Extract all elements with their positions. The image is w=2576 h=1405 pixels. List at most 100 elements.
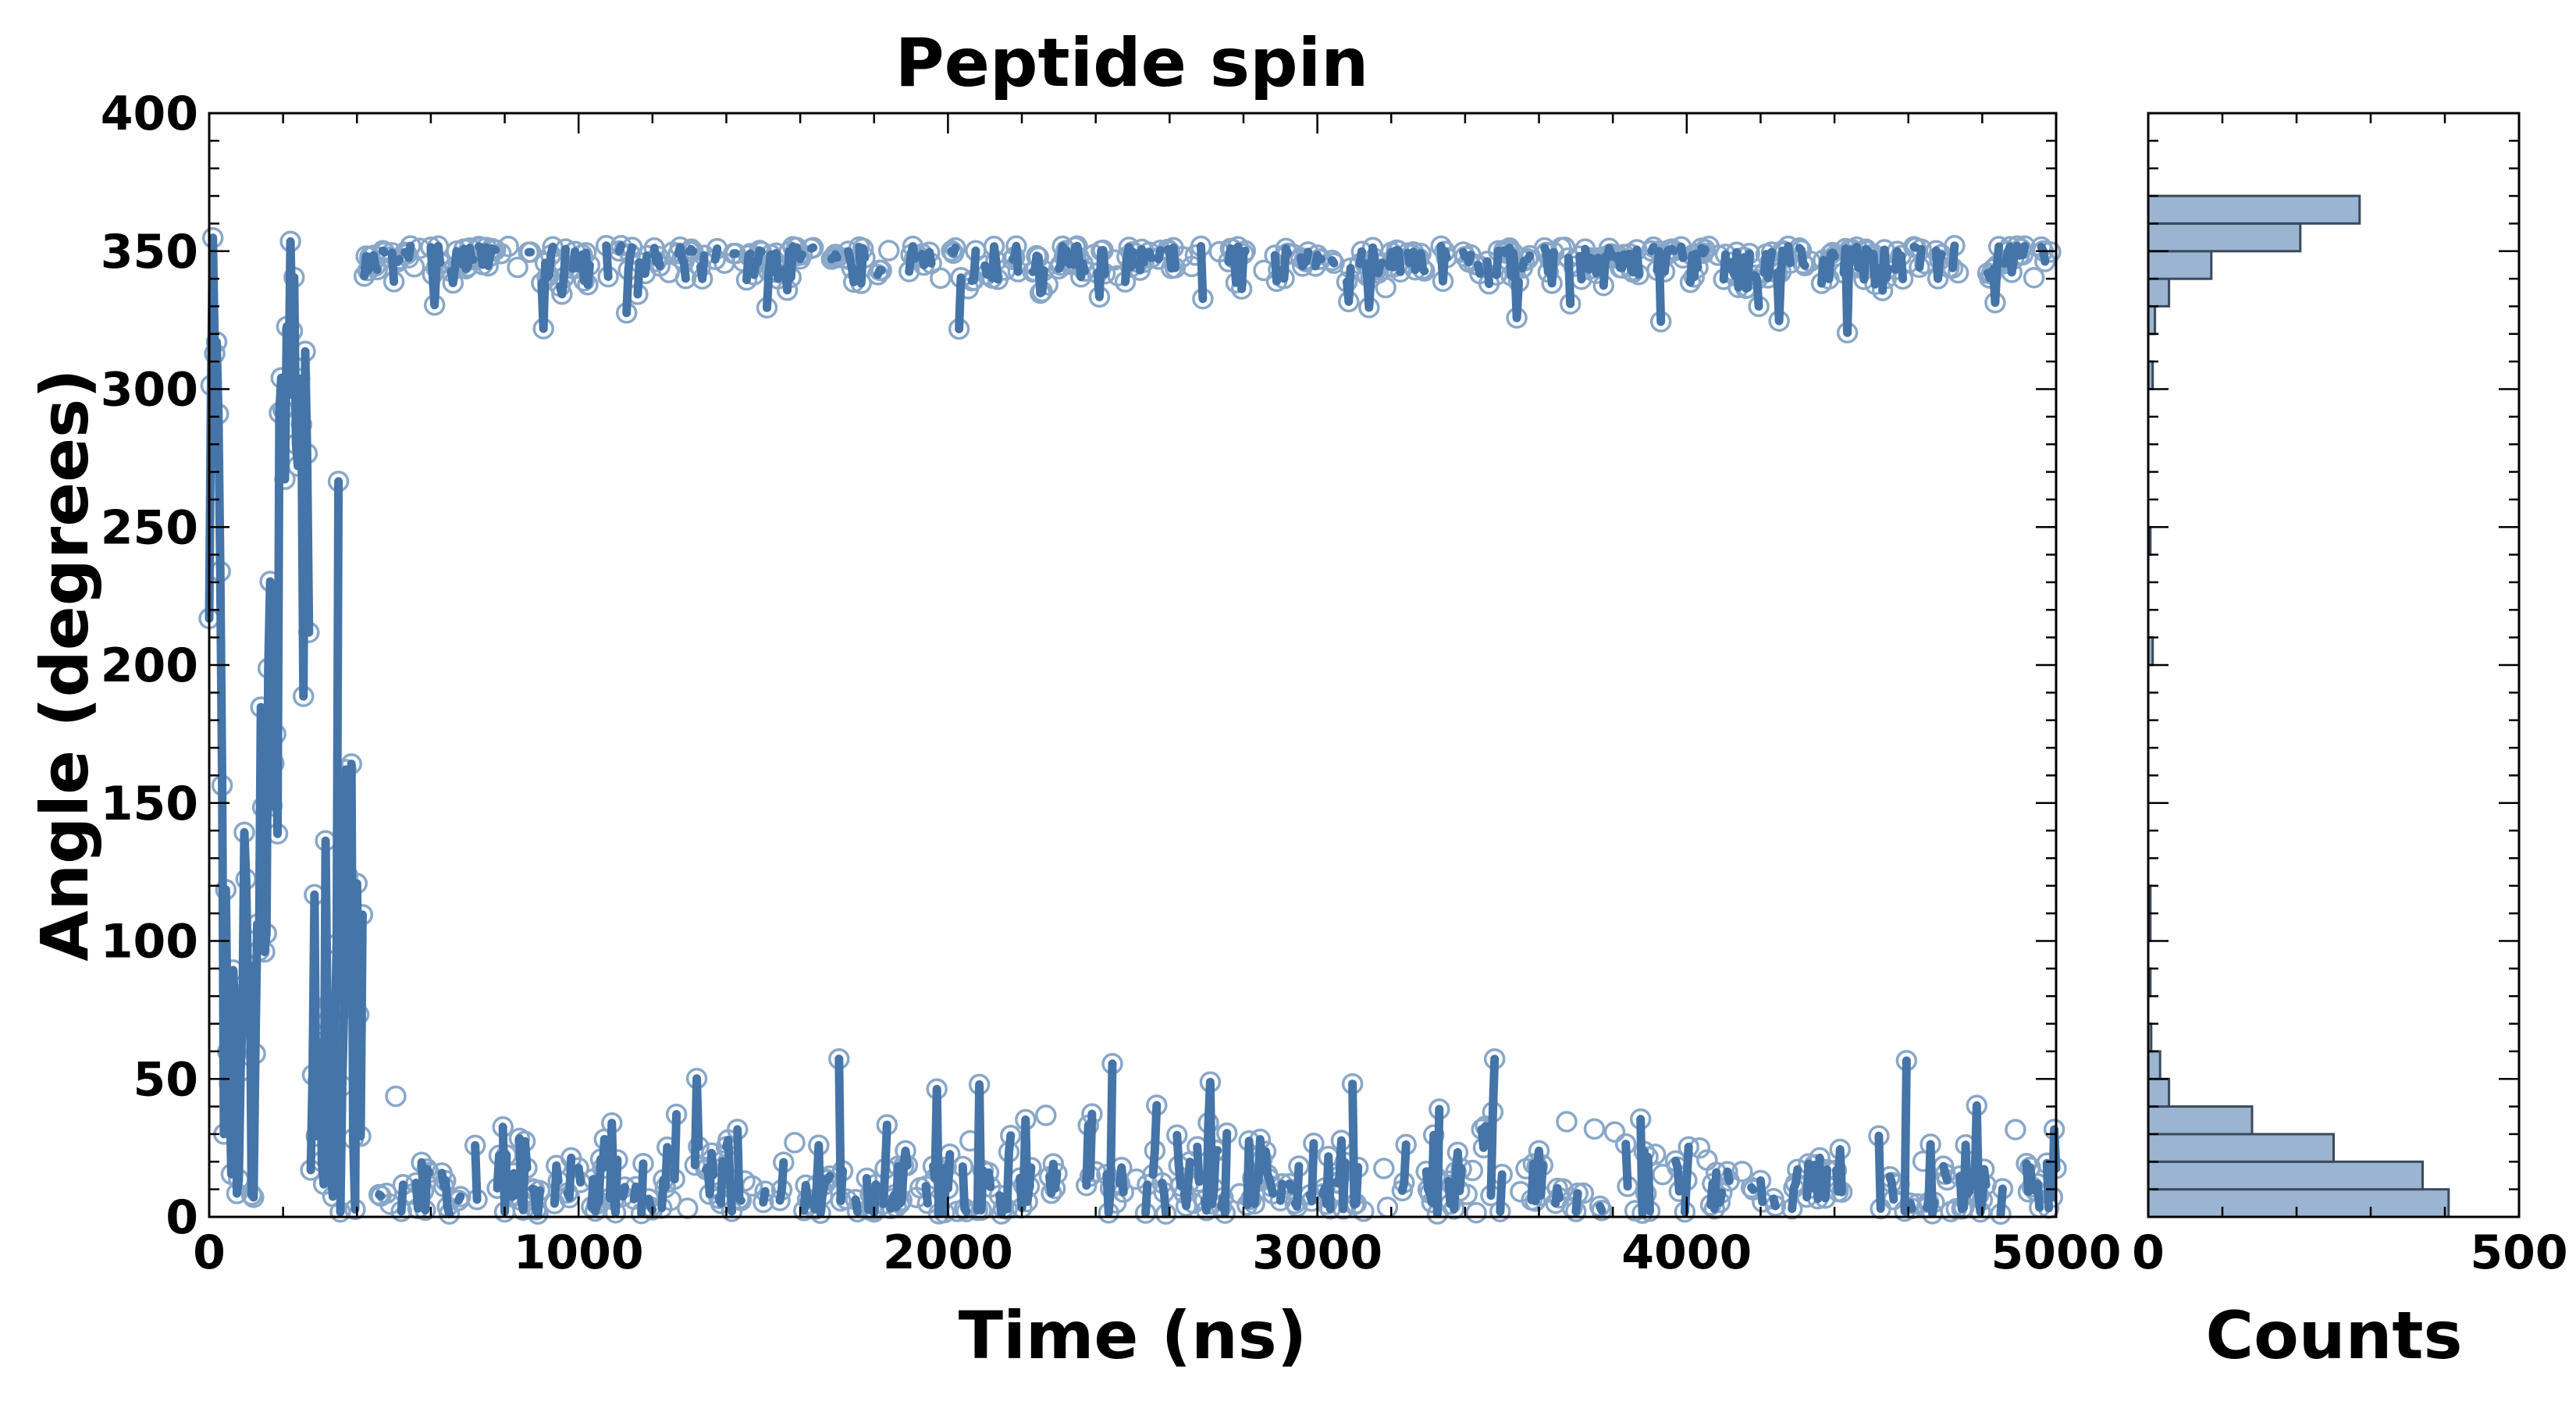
data-point-marker [1353, 1200, 1375, 1222]
angle-trace-segment [844, 247, 859, 286]
hist-x-tick-label: 0 [2132, 1225, 2165, 1280]
angle-trace-segment [1900, 1056, 1911, 1216]
angle-trace-segment [378, 246, 390, 257]
angle-trace-segment [387, 248, 399, 286]
angle-trace-segment [537, 242, 557, 333]
angle-trace-segment [967, 246, 980, 286]
angle-trace-segment [722, 1136, 737, 1216]
data-point-marker [385, 1085, 407, 1108]
angle-trace-segment [775, 1158, 788, 1205]
histogram-bars [2147, 194, 2450, 1218]
angle-trace-segment [360, 251, 382, 281]
data-point-marker [2023, 266, 2045, 289]
x-tick-label: 0 [193, 1225, 226, 1280]
histogram-panel: 0 500 Counts [2132, 112, 2568, 1374]
angle-trace-segment [929, 1084, 944, 1218]
angle-trace-segment [515, 1134, 532, 1215]
angle-trace-segment [1564, 254, 1575, 308]
angle-trace-segment [1759, 247, 1777, 283]
angle-trace-segment [605, 1119, 622, 1218]
angle-trace-segment [855, 243, 870, 288]
y-tick-label: 0 [165, 1190, 198, 1245]
angle-trace-segment [1612, 250, 1628, 272]
angle-trace-segment [618, 1183, 629, 1201]
angle-trace-segment [1093, 246, 1109, 301]
data-point-marker [677, 1197, 699, 1219]
angle-trace-segment [1571, 1189, 1582, 1216]
angle-trace-segment [1305, 1139, 1318, 1206]
angle-trace-segment [1016, 1115, 1036, 1212]
angle-trace-segment [1243, 1135, 1267, 1210]
angle-trace-segment [710, 244, 722, 264]
angle-trace-segment [1788, 1165, 1802, 1214]
angle-trace-segment [1697, 244, 1710, 258]
angle-trace-segment [1523, 251, 1535, 264]
angle-trace-segment [1636, 1115, 1654, 1218]
angle-trace-segment [1318, 1152, 1335, 1214]
angle-trace-segment [375, 1190, 386, 1200]
y-tick-label: 250 [101, 500, 198, 555]
angle-trace-segment [637, 1159, 648, 1218]
angle-trace-segment [1750, 271, 1763, 311]
angle-trace-segment [1706, 1168, 1721, 1214]
angle-trace-segment [1276, 1179, 1287, 1205]
angle-trace-segment [973, 1080, 987, 1215]
data-point-marker [877, 240, 900, 261]
x-tick-label: 5000 [1991, 1225, 2122, 1280]
data-point-marker [1947, 261, 1969, 284]
angle-trace-segment [498, 1122, 511, 1217]
histogram-bar [2147, 277, 2171, 308]
angle-trace-segment [2031, 1179, 2044, 1212]
angle-trace-segment [1197, 242, 1208, 304]
histogram-bar [2147, 222, 2302, 253]
angle-trace-segment [1459, 247, 1470, 261]
chart-title: Peptide spin [895, 24, 1369, 102]
y-tick-label: 100 [101, 915, 198, 969]
angle-trace-segment [1575, 251, 1586, 284]
angle-trace-segment [550, 1161, 563, 1208]
y-tick-label: 350 [101, 225, 198, 279]
data-point-marker [1603, 1121, 1626, 1143]
angle-trace-segment [471, 1140, 482, 1204]
histogram-frame [2147, 112, 2521, 1218]
histogram-bar [2147, 1160, 2424, 1191]
angle-trace-segment [995, 1191, 1008, 1218]
angle-trace-segment [1795, 244, 1809, 270]
angle-trace-segment [1328, 256, 1339, 268]
angle-trace-segment [1839, 243, 1881, 337]
angle-trace-segment [1769, 1194, 1780, 1211]
angle-trace-segment [714, 1157, 728, 1208]
angle-trace-segment [602, 241, 613, 281]
angle-trace-segment [1444, 1147, 1466, 1214]
angle-trace-segment [851, 1195, 862, 1216]
angle-trace-segment [1817, 255, 1828, 288]
y-tick-label: 200 [101, 638, 198, 693]
angle-trace-segment [1831, 1145, 1846, 1197]
histogram-x-axis-label: Counts [2205, 1297, 2462, 1374]
angle-trace-segment [437, 1168, 454, 1218]
angle-trace-segment [1922, 1140, 1939, 1218]
data-point-marker [507, 256, 528, 279]
data-point-marker [1556, 1111, 1578, 1133]
angle-trace-segment [1802, 1159, 1813, 1202]
angle-trace-segment [886, 1146, 912, 1213]
angle-trace-segment [1686, 249, 1703, 287]
data-point-marker [1731, 1161, 1753, 1183]
angle-trace-segment [622, 243, 637, 318]
angle-trace-segment [1773, 242, 1795, 325]
angle-trace-segment [834, 1055, 847, 1205]
angle-trace-segment [1723, 1167, 1734, 1186]
data-point-marker [1583, 1118, 1606, 1140]
angle-trace-segment [411, 1179, 422, 1213]
angle-trace-segment [1102, 1059, 1117, 1218]
angle-trace-segment [1163, 243, 1179, 273]
angle-trace-segment [1361, 243, 1386, 312]
angle-trace-segment [649, 244, 664, 271]
angle-trace-segment [1217, 1129, 1232, 1218]
x-tick-label: 3000 [1252, 1225, 1382, 1280]
angle-trace-segment [1355, 247, 1366, 269]
angle-trace-segment [1996, 1184, 2007, 1218]
